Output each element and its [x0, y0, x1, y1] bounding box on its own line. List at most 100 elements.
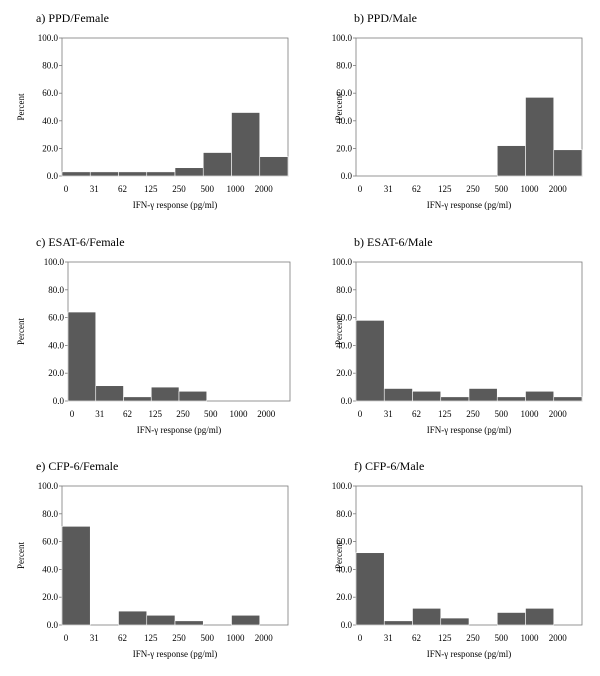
y-tick-label: 40.0	[48, 340, 64, 350]
y-tick-label: 80.0	[42, 509, 58, 519]
x-tick-label: 500	[495, 184, 509, 194]
x-tick-label: 250	[466, 633, 480, 643]
chart-panel-3: c) ESAT-6/Female 0.0 20.0 40.0 60.0 80.0 100.0…	[16, 235, 291, 435]
y-tick-label: 60.0	[42, 537, 58, 547]
y-tick-label: 20.0	[336, 368, 352, 378]
x-tick-label: 250	[466, 184, 480, 194]
x-tick-label: 2000	[549, 633, 568, 643]
x-axis-label: IFN-γ response (pg/ml)	[427, 200, 511, 210]
x-axis-label: IFN-γ response (pg/ml)	[133, 649, 217, 659]
y-tick-label: 80.0	[336, 61, 352, 71]
bar-1000	[525, 390, 555, 402]
x-tick-label: 1000	[230, 409, 249, 419]
bar-1000	[525, 608, 555, 626]
y-tick-label: 100.0	[332, 33, 353, 43]
x-tick-label: 0	[358, 184, 363, 194]
bar-62	[118, 171, 148, 177]
x-axis-label: IFN-γ response (pg/ml)	[427, 649, 511, 659]
x-tick-label: 0	[70, 409, 75, 419]
bar-62	[412, 390, 442, 402]
y-tick-label: 0.0	[341, 171, 353, 181]
chart-panel-5: e) CFP-6/Female 0.0 20.0 40.0 60.0 80.0 100.0 0…	[16, 459, 289, 659]
y-axis-label: Percent	[16, 93, 26, 120]
panel-title: b) ESAT-6/Male	[354, 235, 433, 249]
x-tick-label: 125	[144, 633, 158, 643]
x-tick-label: 500	[495, 633, 509, 643]
y-tick-label: 40.0	[42, 564, 58, 574]
y-tick-label: 60.0	[336, 88, 352, 98]
x-tick-label: 125	[149, 409, 163, 419]
y-tick-label: 20.0	[336, 143, 352, 153]
x-axis-label: IFN-γ response (pg/ml)	[137, 425, 221, 435]
bar-250	[178, 390, 208, 402]
x-tick-label: 500	[201, 633, 215, 643]
y-tick-label: 0.0	[47, 171, 59, 181]
x-tick-label: 500	[201, 184, 215, 194]
chart-panel-6: f) CFP-6/Male 0.0 20.0 40.0 60.0 80.0 100.0 0 31…	[332, 459, 583, 659]
y-axis-label: Percent	[334, 542, 344, 569]
bar-250	[174, 167, 204, 177]
x-tick-label: 250	[172, 633, 186, 643]
x-tick-label: 2000	[255, 633, 274, 643]
x-tick-label: 125	[438, 409, 452, 419]
x-tick-label: 1000	[521, 633, 540, 643]
chart-panel-4: b) ESAT-6/Male 0.0 20.0 40.0 60.0 80.0 100.0 0 3…	[332, 235, 583, 435]
bar-62	[118, 610, 148, 626]
bar-125	[150, 386, 180, 402]
plot-frame	[355, 37, 583, 177]
x-tick-label: 1000	[227, 633, 246, 643]
x-axis-label: IFN-γ response (pg/ml)	[133, 200, 217, 210]
y-tick-label: 80.0	[336, 509, 352, 519]
x-tick-label: 250	[466, 409, 480, 419]
bar-0	[355, 320, 385, 402]
bar-500	[496, 396, 526, 402]
bar-31	[383, 620, 413, 626]
y-tick-label: 0.0	[53, 396, 65, 406]
x-tick-label: 62	[412, 409, 421, 419]
y-tick-label: 80.0	[42, 61, 58, 71]
bar-0	[61, 171, 91, 177]
y-tick-label: 60.0	[336, 313, 352, 323]
y-tick-label: 60.0	[42, 88, 58, 98]
bar-1000	[525, 97, 555, 177]
x-tick-label: 2000	[257, 409, 276, 419]
bar-2000	[259, 156, 289, 177]
x-tick-label: 62	[118, 633, 127, 643]
x-tick-label: 0	[358, 633, 363, 643]
chart-panel-1: a) PPD/Female 0.0 20.0 40.0 60.0 80.0 100.0 0 31…	[16, 11, 289, 210]
panel-title: a) PPD/Female	[36, 11, 109, 25]
bar-1000	[231, 614, 261, 626]
y-tick-label: 20.0	[336, 592, 352, 602]
x-tick-label: 500	[204, 409, 218, 419]
plot-frame	[61, 485, 289, 626]
y-tick-label: 40.0	[42, 116, 58, 126]
x-tick-label: 2000	[549, 409, 568, 419]
bar-125	[440, 396, 470, 402]
bar-2000	[553, 396, 583, 402]
y-axis-label: Percent	[16, 542, 26, 569]
y-tick-label: 20.0	[42, 143, 58, 153]
y-tick-label: 0.0	[47, 620, 59, 630]
x-tick-label: 2000	[255, 184, 274, 194]
y-tick-label: 80.0	[48, 285, 64, 295]
bar-250	[468, 388, 498, 402]
y-axis-label: Percent	[16, 318, 26, 345]
plot-frame	[355, 261, 583, 402]
bar-125	[146, 614, 176, 626]
plot-frame	[355, 485, 583, 626]
x-tick-label: 250	[176, 409, 190, 419]
bar-31	[383, 388, 413, 402]
bar-500	[202, 152, 232, 177]
bar-1000	[231, 112, 261, 177]
y-tick-label: 60.0	[48, 313, 64, 323]
x-tick-label: 125	[438, 633, 452, 643]
chart-panel-2: b) PPD/Male 0.0 20.0 40.0 60.0 80.0 100.0 0 31 62…	[332, 11, 583, 210]
bar-62	[412, 608, 442, 626]
y-tick-label: 100.0	[44, 257, 65, 267]
panel-title: c) ESAT-6/Female	[36, 235, 125, 249]
x-tick-label: 0	[64, 633, 69, 643]
x-tick-label: 125	[438, 184, 452, 194]
bar-0	[355, 552, 385, 626]
y-tick-label: 40.0	[336, 564, 352, 574]
